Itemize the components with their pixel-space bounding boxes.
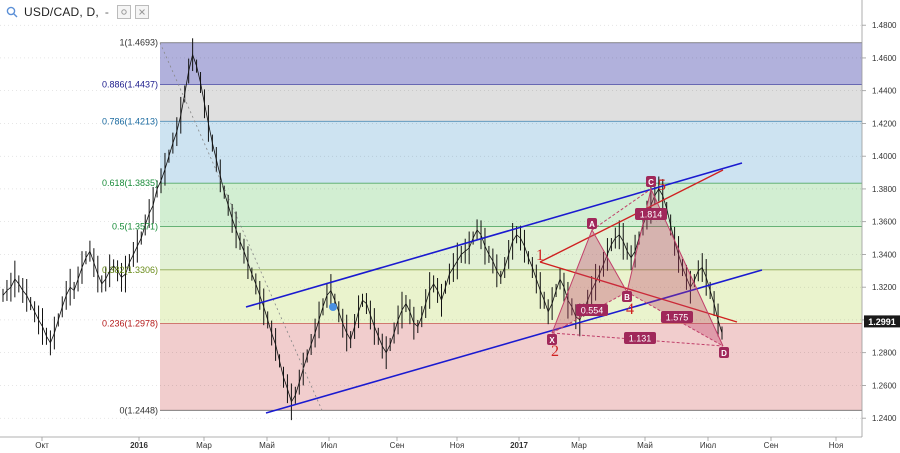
- time-tick-label-5: Сен: [390, 441, 405, 450]
- fib-zone-6: [160, 323, 862, 411]
- time-tick-label-4: Июл: [321, 441, 338, 450]
- ratio-badge-2: [661, 311, 693, 323]
- price-tick-label-10: 1.4400: [872, 87, 897, 96]
- ratio-badge-0: [635, 208, 667, 220]
- red-trend-line-up: [539, 169, 724, 263]
- time-tick-label-6: Ноя: [450, 441, 465, 450]
- pattern-point-c: C: [648, 178, 654, 187]
- pattern-point-x-badge: [547, 334, 557, 345]
- time-tick-label-2: Мар: [196, 441, 212, 450]
- red-trend-line-down: [539, 261, 738, 323]
- price-tick-label-11: 1.4600: [872, 54, 897, 63]
- fib-zone-3: [160, 183, 862, 227]
- fib-label-7: 0(1.2448): [119, 405, 158, 415]
- header-separator: -: [104, 5, 109, 19]
- ratio-label-0: 1.814: [640, 210, 663, 220]
- price-axis-bg: [862, 0, 900, 453]
- price-tick-label-7: 1.3800: [872, 185, 897, 194]
- price-tick-label-9: 1.4200: [872, 119, 897, 128]
- price-tick-label-2: 1.2800: [872, 349, 897, 358]
- ratio-label-3: 1.131: [629, 334, 652, 344]
- close-icon[interactable]: [134, 5, 149, 19]
- price-tick-label-6: 1.3600: [872, 218, 897, 227]
- fib-zone-5: [160, 269, 862, 324]
- price-tick-label-1: 1.2600: [872, 381, 897, 390]
- last-price-badge: [864, 315, 900, 328]
- time-tick-label-9: Май: [637, 441, 653, 450]
- price-series: [2, 38, 723, 421]
- labels: 1(1.4693) 0.886(1.4437) 0.786(1.4213) 0.618…: [102, 38, 729, 415]
- fib-label-5: 0.382(1.3306): [102, 265, 158, 275]
- time-tick-label-1: 2016: [130, 441, 148, 450]
- symbol-search-icon[interactable]: [4, 4, 20, 20]
- fib-label-2: 0.786(1.4213): [102, 116, 158, 126]
- pattern-xab-triangle: [552, 230, 627, 333]
- fib-zone-1: [160, 84, 862, 122]
- pattern-point-d-badge: [719, 347, 729, 358]
- last-price-label: 1.2991: [868, 317, 896, 327]
- chart-header: USD/CAD, D, -: [0, 0, 149, 24]
- price-tick-label-12: 1.4800: [872, 21, 897, 30]
- symbol-label: USD/CAD, D,: [24, 5, 99, 19]
- price-line: [2, 53, 723, 403]
- time-tick-label-11: Сен: [764, 441, 779, 450]
- pattern-point-x: X: [549, 336, 555, 345]
- wave-label-2: 2: [551, 343, 559, 360]
- time-tick-label-10: Июл: [700, 441, 717, 450]
- price-tick-label-4: 1.3200: [872, 283, 897, 292]
- wave-label-5: 5: [658, 177, 666, 194]
- fib-zone-2: [160, 121, 862, 184]
- time-tick-label-3: Май: [259, 441, 275, 450]
- price-tick-label-0: 1.2400: [872, 414, 897, 423]
- ratio-label-1: 0.554: [581, 306, 604, 316]
- event-marker-icon: [329, 303, 337, 311]
- pattern-point-b-badge: [622, 291, 632, 302]
- pattern-point-c-badge: [646, 176, 656, 187]
- fib-label-0: 1(1.4693): [119, 38, 158, 48]
- price-tick-label-5: 1.3400: [872, 250, 897, 259]
- pattern-point-b: B: [624, 293, 630, 302]
- ratio-label-2: 1.575: [666, 313, 689, 323]
- settings-icon[interactable]: [116, 5, 131, 19]
- pattern-point-a-badge: [587, 218, 597, 229]
- time-axis-bg: [0, 437, 900, 453]
- wave-label-4: 4: [626, 301, 634, 318]
- pattern-bcd-triangle: [627, 189, 723, 346]
- time-tick-label-8: Мар: [571, 441, 587, 450]
- wave-label-1: 1: [536, 247, 544, 264]
- fib-label-1: 0.886(1.4437): [102, 80, 158, 90]
- time-tick-label-7: 2017: [510, 441, 528, 450]
- pattern-point-d: D: [721, 349, 727, 358]
- fib-zones: [0, 24, 862, 419]
- price-tick-label-8: 1.4000: [872, 152, 897, 161]
- time-tick-label-0: Окт: [35, 441, 49, 450]
- fib-trend-line: [159, 42, 323, 411]
- ratio-badge-3: [624, 332, 656, 344]
- channel-bottom-line: [265, 269, 763, 414]
- fib-label-4: 0.5(1.3571): [112, 221, 158, 231]
- pattern-point-a: A: [589, 220, 595, 229]
- time-tick-label-12: Ноя: [829, 441, 844, 450]
- fib-label-3: 0.618(1.3835): [102, 178, 158, 188]
- fib-zone-4: [160, 226, 862, 270]
- ratio-badge-1: [576, 304, 608, 316]
- pattern-ac-line: [591, 188, 652, 231]
- fib-label-6: 0.236(1.2978): [102, 319, 158, 329]
- fib-zone-0: [160, 42, 862, 85]
- channel-top-line: [245, 162, 743, 308]
